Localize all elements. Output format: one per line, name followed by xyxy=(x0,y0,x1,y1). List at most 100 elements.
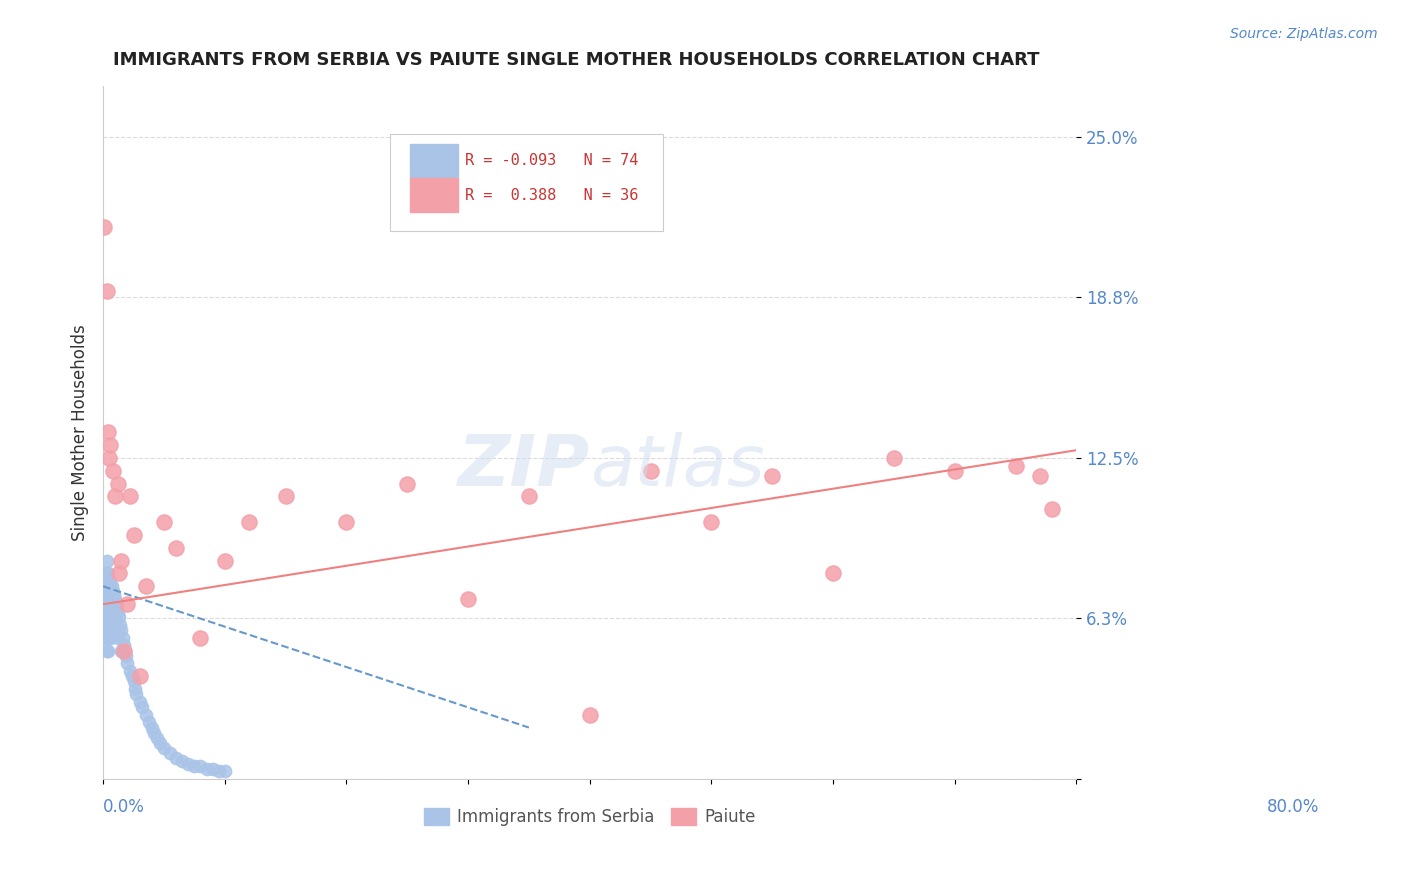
Text: Source: ZipAtlas.com: Source: ZipAtlas.com xyxy=(1230,27,1378,41)
Point xyxy=(107,476,129,491)
Point xyxy=(214,764,236,779)
Point xyxy=(135,579,157,593)
Point xyxy=(112,643,135,657)
Point xyxy=(195,762,218,776)
Point xyxy=(125,687,148,701)
Point xyxy=(122,528,145,542)
Point xyxy=(96,613,118,627)
Point xyxy=(100,631,122,645)
Point xyxy=(700,515,723,529)
Point xyxy=(111,631,134,645)
Point xyxy=(1004,458,1026,473)
Point xyxy=(145,731,167,745)
Point xyxy=(143,725,166,739)
Point xyxy=(96,284,118,298)
Point xyxy=(96,579,118,593)
Point xyxy=(100,597,122,611)
Point xyxy=(761,468,783,483)
Point xyxy=(97,587,120,601)
Point xyxy=(1040,502,1063,516)
Point xyxy=(94,617,117,632)
Point xyxy=(100,438,122,452)
Point xyxy=(578,707,600,722)
Point xyxy=(943,464,966,478)
Y-axis label: Single Mother Households: Single Mother Households xyxy=(72,324,89,541)
Point xyxy=(883,450,905,465)
Text: 0.0%: 0.0% xyxy=(103,798,145,816)
Point xyxy=(105,623,128,637)
Point xyxy=(100,605,122,619)
Point xyxy=(94,592,117,607)
Point xyxy=(131,700,153,714)
Point xyxy=(108,610,131,624)
Point xyxy=(100,613,122,627)
Point xyxy=(135,707,157,722)
Point xyxy=(101,628,124,642)
Point xyxy=(190,631,212,645)
Point xyxy=(104,490,127,504)
Point xyxy=(117,657,139,671)
Point xyxy=(98,450,121,465)
Text: ZIP: ZIP xyxy=(457,433,589,501)
FancyBboxPatch shape xyxy=(409,178,458,211)
Text: IMMIGRANTS FROM SERBIA VS PAIUTE SINGLE MOTHER HOUSEHOLDS CORRELATION CHART: IMMIGRANTS FROM SERBIA VS PAIUTE SINGLE … xyxy=(112,51,1039,69)
Point xyxy=(107,605,129,619)
Point xyxy=(97,643,120,657)
Point xyxy=(141,721,163,735)
Point xyxy=(100,623,122,637)
Point xyxy=(101,584,124,599)
Text: R = -0.093   N = 74: R = -0.093 N = 74 xyxy=(465,153,638,168)
Text: atlas: atlas xyxy=(589,433,765,501)
Point xyxy=(103,587,125,601)
Point xyxy=(153,515,176,529)
Point xyxy=(165,751,187,765)
Text: 80.0%: 80.0% xyxy=(1267,798,1320,816)
Point xyxy=(159,746,181,760)
Point xyxy=(183,759,205,773)
Point xyxy=(214,554,236,568)
Point xyxy=(98,572,121,586)
Point xyxy=(108,617,131,632)
Point xyxy=(110,623,132,637)
Point xyxy=(98,610,121,624)
Point xyxy=(190,759,212,773)
Point xyxy=(115,648,138,663)
Point xyxy=(118,664,141,678)
Point xyxy=(93,219,115,234)
Point xyxy=(96,554,118,568)
Point xyxy=(93,579,115,593)
Point xyxy=(110,554,132,568)
Point xyxy=(138,715,160,730)
Point xyxy=(208,764,231,779)
Point xyxy=(124,681,146,696)
Point xyxy=(238,515,260,529)
Point xyxy=(165,541,187,555)
Point xyxy=(172,754,194,768)
Point xyxy=(107,631,129,645)
Point xyxy=(96,643,118,657)
Point xyxy=(128,669,150,683)
FancyBboxPatch shape xyxy=(409,144,458,177)
Point xyxy=(112,639,135,653)
Point xyxy=(517,490,540,504)
Point xyxy=(640,464,662,478)
Point xyxy=(117,597,139,611)
Point xyxy=(177,756,200,771)
Point xyxy=(96,623,118,637)
Point xyxy=(201,762,224,776)
Point xyxy=(93,605,115,619)
Point xyxy=(101,607,124,622)
Point xyxy=(97,566,120,581)
Point xyxy=(93,631,115,645)
Point xyxy=(94,566,117,581)
Point xyxy=(100,576,122,591)
Point xyxy=(97,605,120,619)
Point xyxy=(153,741,176,756)
Point xyxy=(101,464,124,478)
Point xyxy=(1029,468,1052,483)
Point xyxy=(121,669,143,683)
Point xyxy=(98,631,121,645)
Point xyxy=(823,566,845,581)
Point xyxy=(94,631,117,645)
Point xyxy=(335,515,357,529)
